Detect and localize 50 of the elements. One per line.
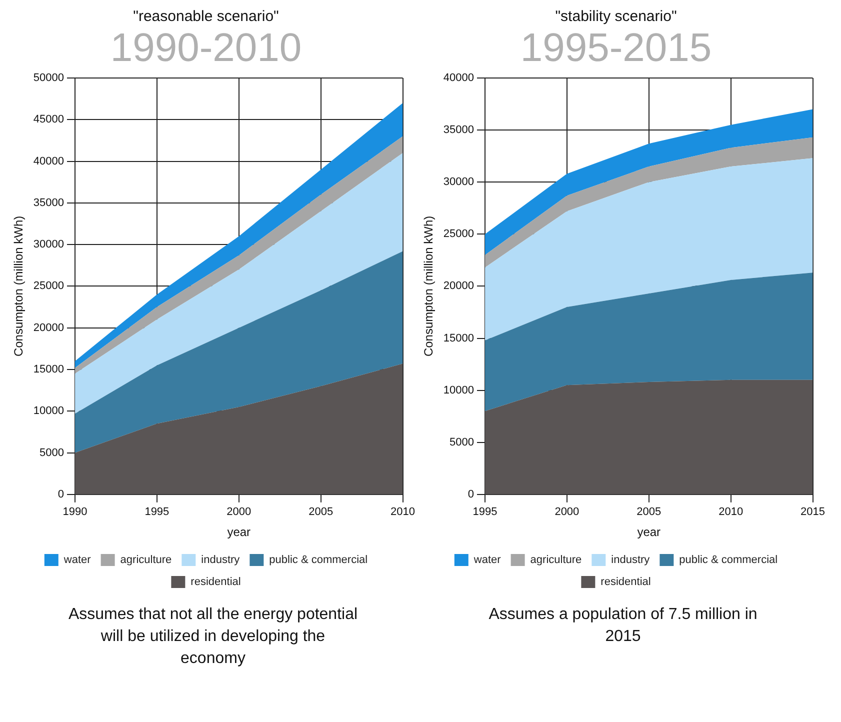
legend-label: water [62,554,92,566]
chart-title: "reasonable scenario" [133,8,279,26]
x-tick-label: 2005 [636,506,662,518]
y-tick-label: 25000 [443,228,474,240]
legend-label: residential [190,576,241,588]
x-tick-label: 2010 [390,506,416,518]
y-tick-label: 40000 [33,155,64,168]
legend-label: residential [600,576,651,588]
y-tick-label: 10000 [33,405,64,418]
y-axis-title: Consumpton (million kWh) [422,216,436,357]
legend-label: water [472,554,502,566]
y-tick-label: 0 [58,488,64,500]
y-tick-label: 35000 [33,196,64,209]
y-tick-label: 10000 [443,384,474,396]
x-tick-label: 2010 [718,506,744,518]
y-tick-label: 15000 [443,332,474,344]
y-tick-label: 40000 [443,72,474,84]
chart-subtitle: 1995-2015 [520,26,712,70]
legend-label: industry [201,554,240,566]
y-tick-label: 15000 [33,364,64,376]
y-tick-label: 20000 [443,280,474,292]
x-tick-label: 2015 [800,506,826,518]
x-tick-label: 2000 [554,506,580,518]
chart-title: "stability scenario" [555,8,677,26]
y-tick-label: 30000 [33,238,64,251]
y-tick-label: 5000 [40,446,64,459]
y-tick-label: 35000 [443,124,474,136]
legend-label: public & commercial [679,554,778,566]
legend-label: industry [611,554,650,566]
y-tick-label: 20000 [33,322,64,334]
y-tick-label: 50000 [33,72,64,84]
x-tick-label: 1990 [62,506,88,518]
chart-subtitle: 1990-2010 [110,26,302,70]
x-tick-label: 1995 [144,506,170,518]
y-tick-label: 5000 [450,436,474,448]
x-axis-title: year [637,525,661,540]
x-tick-label: 2000 [226,506,252,518]
legend-label: agriculture [120,554,172,566]
y-tick-label: 45000 [33,114,64,126]
x-tick-label: 1995 [472,506,498,518]
legend-label: agriculture [530,554,582,566]
y-tick-label: 25000 [33,280,64,292]
x-axis-title: year [227,525,251,540]
y-tick-label: 30000 [443,176,474,188]
x-tick-label: 2005 [308,506,334,518]
y-tick-label: 0 [468,488,474,500]
text: Assumes a population of 7.5 million in 2015 [488,605,758,647]
y-axis-title: Consumpton (million kWh) [12,216,26,357]
text: Assumes that not all the energy potential will be utilized in developing the economy [67,605,359,669]
legend-label: public & commercial [269,554,368,566]
